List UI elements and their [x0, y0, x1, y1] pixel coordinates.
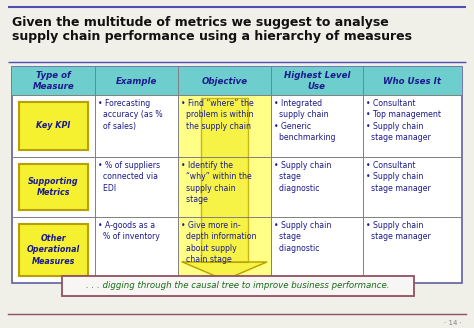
Text: Who Uses It: Who Uses It — [383, 76, 441, 86]
Text: • Supply chain
  stage
  diagnostic: • Supply chain stage diagnostic — [274, 221, 331, 253]
Text: supply chain performance using a hierarchy of measures: supply chain performance using a hierarc… — [12, 30, 412, 43]
Text: . . . digging through the causal tree to improve business performance.: . . . digging through the causal tree to… — [86, 281, 390, 291]
Text: • A-goods as a
  % of inventory: • A-goods as a % of inventory — [98, 221, 160, 241]
Text: Supporting
Metrics: Supporting Metrics — [28, 177, 79, 197]
Bar — [12, 67, 462, 283]
Text: Key KPI: Key KPI — [36, 121, 71, 131]
Text: • Supply chain
  stage manager: • Supply chain stage manager — [366, 221, 431, 241]
Text: · 14 ·: · 14 · — [444, 320, 462, 326]
Text: • % of suppliers
  connected via
  EDI: • % of suppliers connected via EDI — [98, 161, 160, 193]
Bar — [19, 102, 88, 150]
Text: • Forecasting
  accuracy (as %
  of sales): • Forecasting accuracy (as % of sales) — [98, 99, 163, 131]
Bar — [179, 217, 271, 283]
Bar — [201, 98, 248, 262]
Text: • Consultant
• Top management
• Supply chain
  stage manager: • Consultant • Top management • Supply c… — [366, 99, 441, 142]
Text: Objective: Objective — [201, 76, 248, 86]
Text: Highest Level
Use: Highest Level Use — [283, 71, 350, 91]
Bar — [179, 95, 271, 157]
Text: Given the multitude of metrics we suggest to analyse: Given the multitude of metrics we sugges… — [12, 16, 389, 29]
Bar — [179, 157, 271, 217]
Text: • Find “where” the
  problem is within
  the supply chain: • Find “where” the problem is within the… — [182, 99, 254, 131]
Text: Example: Example — [116, 76, 157, 86]
Text: • Give more in-
  depth information
  about supply
  chain stage: • Give more in- depth information about … — [182, 221, 257, 264]
Text: • Integrated
  supply chain
• Generic
  benchmarking: • Integrated supply chain • Generic benc… — [274, 99, 335, 142]
Text: Type of
Measure: Type of Measure — [33, 71, 74, 91]
Text: • Identify the
  “why” within the
  supply chain
  stage: • Identify the “why” within the supply c… — [182, 161, 252, 204]
Text: • Consultant
• Supply chain
  stage manager: • Consultant • Supply chain stage manage… — [366, 161, 431, 193]
Bar — [62, 276, 414, 296]
Polygon shape — [182, 262, 267, 280]
Bar — [19, 164, 88, 210]
Bar — [19, 224, 88, 276]
Text: Other
Operational
Measures: Other Operational Measures — [27, 235, 80, 266]
Bar — [12, 67, 462, 95]
Text: • Supply chain
  stage
  diagnostic: • Supply chain stage diagnostic — [274, 161, 331, 193]
